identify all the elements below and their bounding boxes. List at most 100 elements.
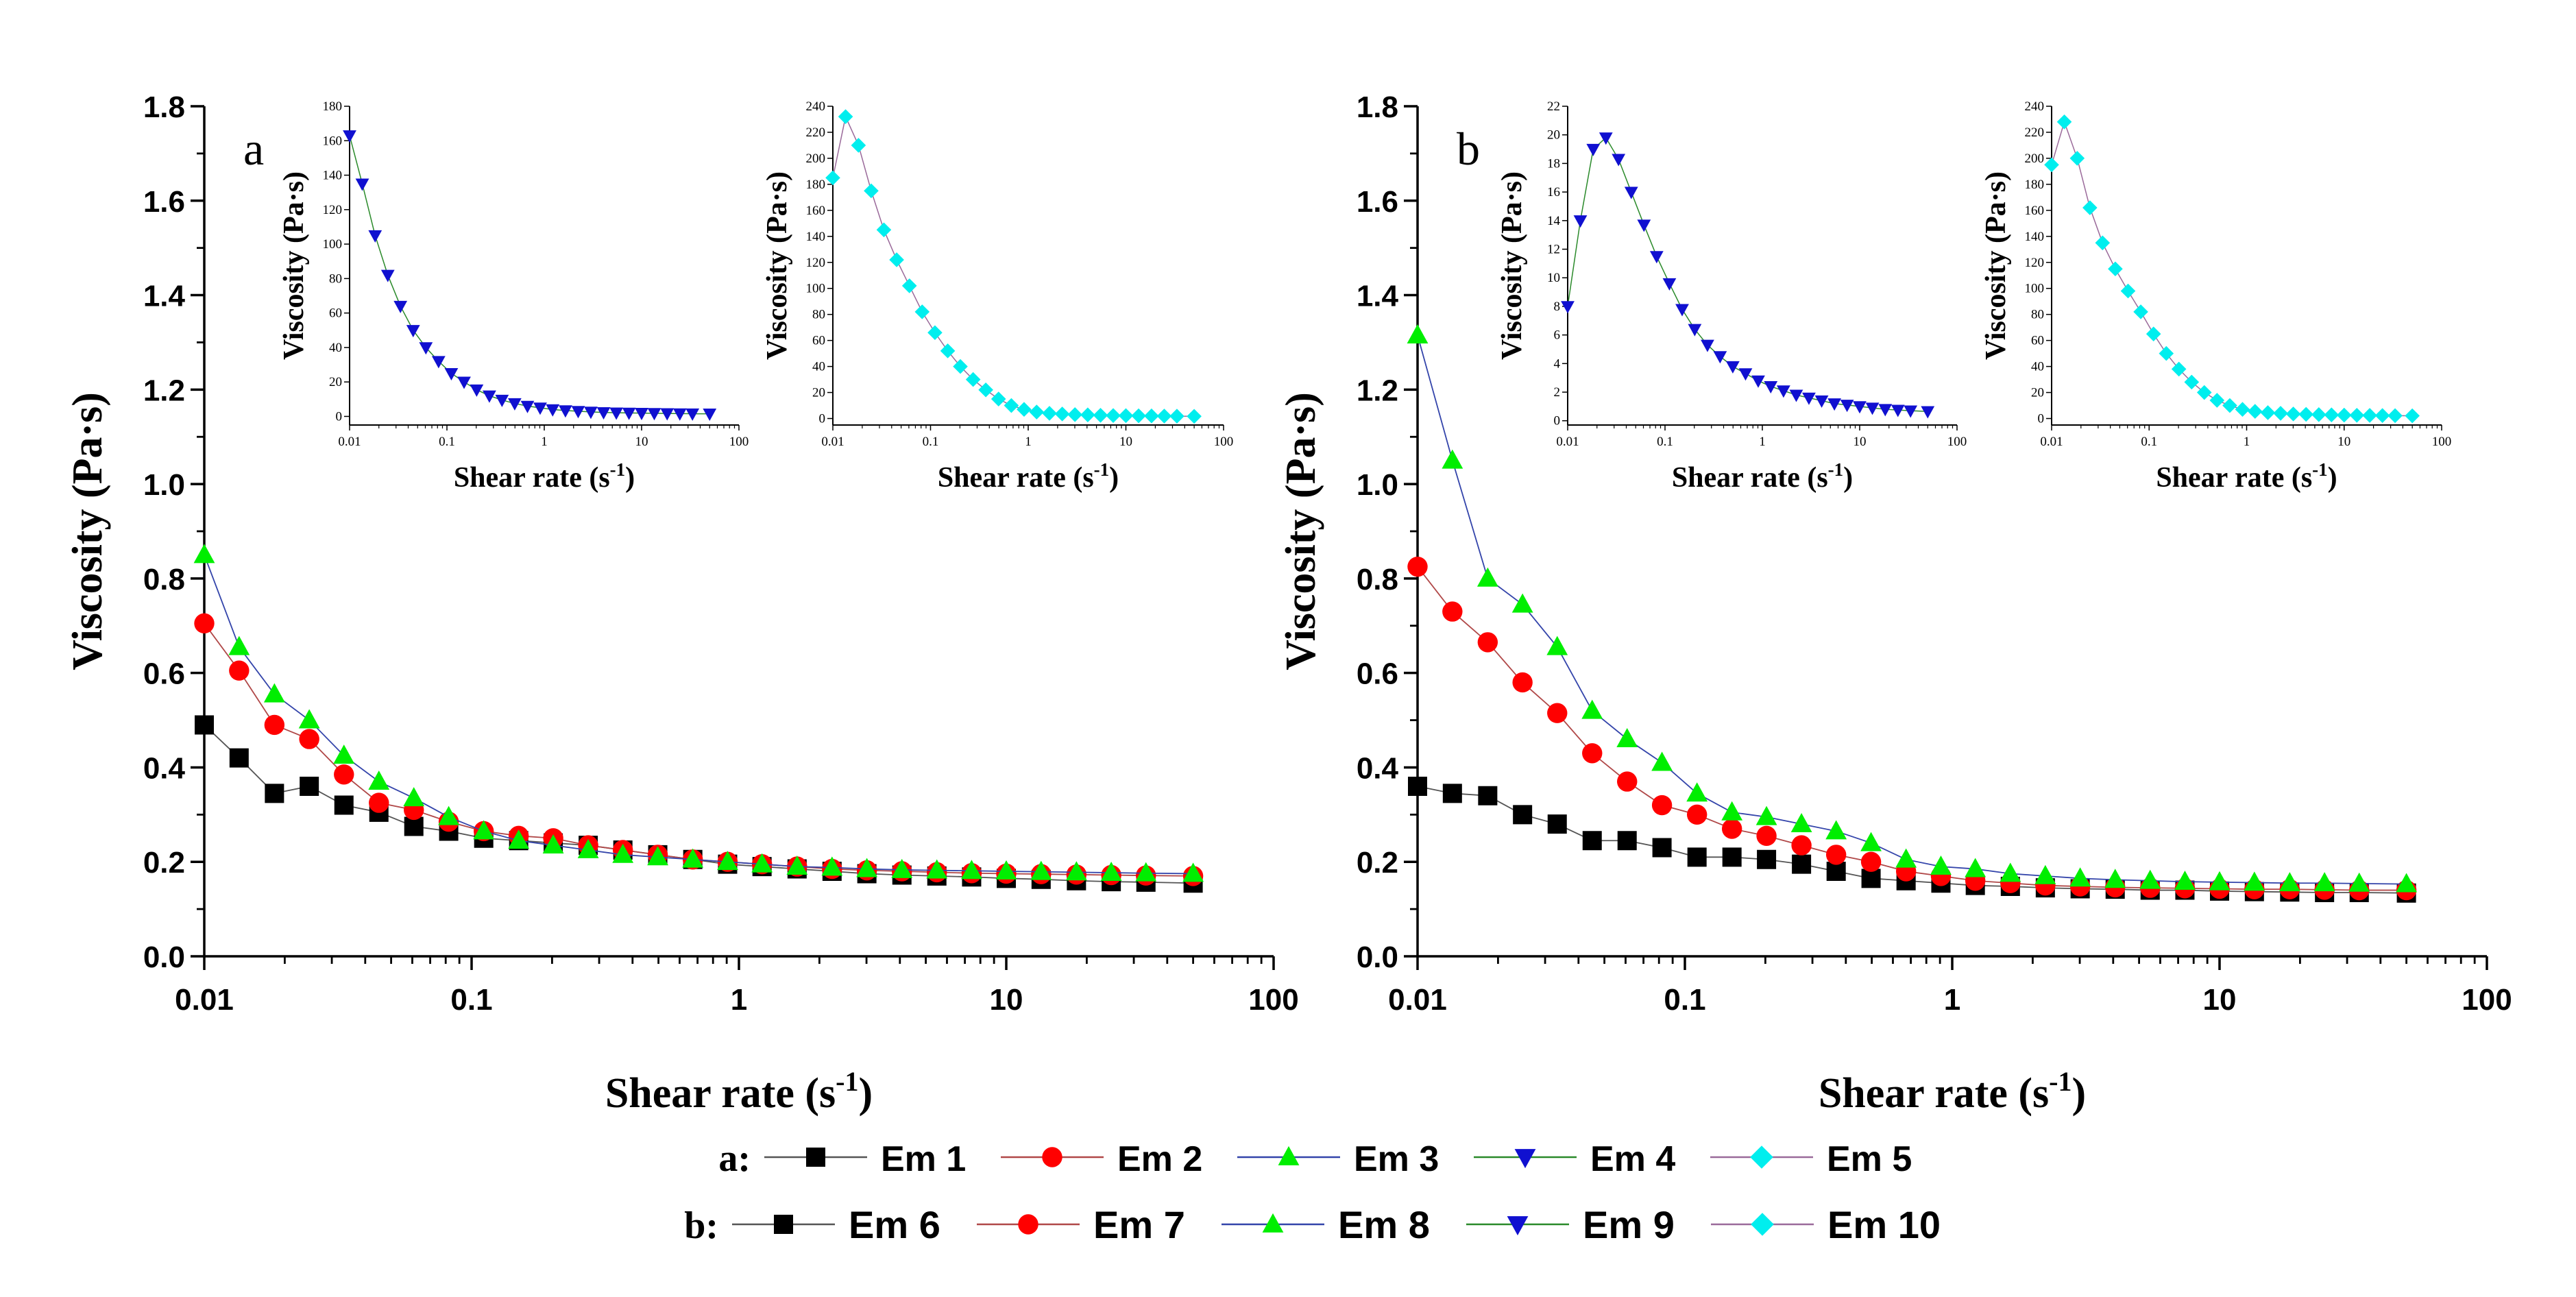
- data-point: [786, 856, 808, 875]
- y-axis-title: Viscosity (Pa·s): [1278, 392, 1324, 670]
- y-tick-label: 100: [806, 282, 826, 296]
- data-point: [1477, 632, 1498, 653]
- data-point: [584, 407, 598, 420]
- legend-item: Em 1: [764, 1139, 966, 1179]
- x-tick-label: 0.01: [338, 435, 361, 449]
- data-point: [193, 544, 215, 563]
- y-tick-label: 220: [2025, 125, 2045, 140]
- data-point: [1776, 385, 1790, 398]
- y-axis-title: Viscosity (Pa·s): [1980, 171, 2012, 360]
- data-point: [2396, 873, 2417, 893]
- data-point: [1617, 831, 1637, 851]
- legend-row-b: b: Em 6 Em 7 Em 8 Em 9 Em 10: [684, 1203, 1941, 1247]
- y-tick-label: 80: [2031, 308, 2044, 322]
- data-point: [1825, 845, 1847, 865]
- data-point: [558, 405, 572, 418]
- y-tick-label: 140: [2025, 230, 2045, 244]
- data-point: [2108, 261, 2123, 277]
- data-point: [2387, 408, 2403, 424]
- data-point: [1442, 784, 1462, 803]
- data-point: [264, 714, 285, 736]
- legend-marker: [1042, 1147, 1062, 1167]
- data-point: [1649, 251, 1664, 264]
- data-point: [368, 230, 382, 243]
- data-point: [1860, 851, 1882, 872]
- y-tick-label: 140: [806, 230, 826, 244]
- data-point: [2260, 405, 2276, 420]
- data-point: [1930, 856, 1952, 875]
- data-point: [2044, 157, 2059, 173]
- data-point: [1825, 820, 1847, 840]
- x-tick-label: 1: [2244, 435, 2250, 449]
- x-tick-label: 1: [541, 435, 548, 449]
- y-tick-label: 1.2: [143, 374, 185, 407]
- data-point: [1757, 849, 1777, 869]
- data-point: [1561, 301, 1575, 314]
- data-point: [546, 404, 560, 417]
- data-point: [1827, 398, 1842, 411]
- y-tick-label: 120: [806, 256, 826, 270]
- data-point: [1581, 699, 1603, 719]
- data-point: [343, 130, 356, 143]
- y-tick-label: 80: [812, 308, 825, 322]
- x-tick-label: 100: [729, 435, 749, 449]
- legend-label: Em 7: [1093, 1203, 1185, 1246]
- data-point: [1686, 804, 1708, 825]
- chart-main-a: 0.01 0.1 1 10 1000.00.20.40.60.81.01.21.41.6…: [64, 90, 1299, 1117]
- data-point: [1135, 862, 1157, 882]
- y-tick-label: 20: [1547, 128, 1560, 143]
- data-point: [380, 269, 395, 282]
- legend-item: Em 7: [977, 1203, 1185, 1246]
- data-point: [940, 343, 956, 359]
- data-point: [2056, 114, 2072, 130]
- data-point: [1878, 404, 1893, 417]
- data-point: [2146, 326, 2161, 341]
- data-point: [2095, 235, 2111, 251]
- data-point: [406, 325, 420, 338]
- x-tick-label: 10: [2203, 983, 2237, 1017]
- y-tick-label: 240: [2025, 99, 2045, 114]
- data-point: [2336, 407, 2352, 423]
- data-point: [995, 860, 1017, 880]
- data-point: [1100, 861, 1122, 881]
- y-tick-label: 60: [812, 334, 825, 348]
- data-point: [1408, 777, 1427, 796]
- data-point: [825, 170, 840, 186]
- series-em-9: [1561, 132, 1935, 419]
- y-tick-label: 0: [1554, 414, 1561, 428]
- legend-prefix: b:: [684, 1204, 718, 1247]
- data-point: [1637, 219, 1651, 232]
- y-axis-title: Viscosity (Pa·s): [762, 171, 793, 360]
- x-axis-title: Shear rate (s-1): [454, 459, 635, 494]
- legend-label: Em 8: [1338, 1203, 1430, 1246]
- data-point: [533, 402, 547, 415]
- legend-item: Em 8: [1222, 1203, 1430, 1246]
- y-tick-label: 0.6: [1357, 657, 1398, 691]
- data-point: [2324, 407, 2340, 422]
- data-point: [2000, 862, 2021, 882]
- data-point: [1582, 743, 1603, 764]
- data-point: [300, 777, 319, 796]
- data-point: [1512, 672, 1533, 693]
- data-point: [507, 398, 522, 411]
- data-point: [991, 391, 1006, 407]
- panel-label: b: [1457, 123, 1480, 175]
- data-point: [1599, 132, 1613, 145]
- x-axis-title-end: ): [2072, 1070, 2087, 1117]
- x-tick-label: 10: [990, 983, 1023, 1017]
- data-point: [393, 300, 408, 313]
- data-point: [1853, 401, 1867, 414]
- x-tick-label: 10: [1854, 435, 1867, 449]
- x-tick-label: 0.1: [1657, 435, 1673, 449]
- data-point: [1701, 339, 1714, 352]
- legend-label: Em 1: [881, 1139, 966, 1179]
- legend-layer: a: Em 1 Em 2 Em 3 Em 4 Em 5 b: Em 6 Em 7 Em 8 Em 9…: [684, 1137, 1941, 1247]
- y-tick-label: 40: [2031, 360, 2044, 374]
- legend-label: Em 6: [849, 1203, 940, 1246]
- data-point: [978, 382, 993, 398]
- chart-inset-a2: 0.01 0.1 1 10 100 0 20 40 60 80 100 120 140 160 180 200…: [762, 99, 1233, 494]
- legend-marker: [1514, 1149, 1536, 1169]
- data-point: [851, 138, 866, 153]
- data-point: [2159, 346, 2174, 361]
